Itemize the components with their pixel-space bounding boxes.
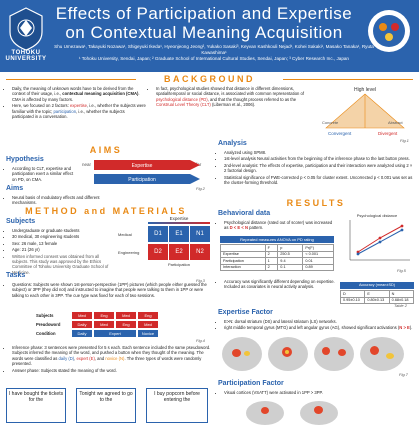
analysis-list: Analyzed using SPM8. 1st-level analysis … xyxy=(218,150,414,186)
aims-heading: Aims xyxy=(6,185,24,192)
diagram-label-convergent: Convergent xyxy=(328,131,352,136)
hypothesis-heading: Hypothesis xyxy=(6,156,44,163)
table2-label: Table 2 xyxy=(394,303,407,308)
participation-factor-text: Visual cortices (VSATT) were activated i… xyxy=(218,390,414,396)
subjects-list: Undergraduate or graduate students 30 me… xyxy=(6,228,111,276)
diagram-label-concrete: Concrete xyxy=(322,120,339,125)
section-background-heading: BACKGROUND xyxy=(164,74,255,84)
brain-image-5 xyxy=(246,401,284,425)
brain-image-2 xyxy=(268,337,308,371)
brain-image-6 xyxy=(300,401,338,425)
analysis-heading: Analysis xyxy=(218,140,247,147)
fig7-label: Fig.7 xyxy=(399,372,408,377)
brain-image-1 xyxy=(222,337,262,371)
participation-arrow-label: Participation xyxy=(128,177,156,183)
stimulus-card-2: Tonight we agreed to go to the xyxy=(76,388,136,423)
fig1-label: Fig.1 xyxy=(400,138,409,143)
design-cell-n2: N2 xyxy=(190,244,210,260)
brain-image-4 xyxy=(360,337,404,371)
background-text-right: In fact, psychological studies showed th… xyxy=(150,86,310,109)
accuracy-text: Accuracy was significantly different dep… xyxy=(218,279,336,291)
design-cell-e1: E1 xyxy=(169,226,189,242)
condition-grid: Subjects Preudoword Condition Med Eng Me… xyxy=(36,312,206,342)
tasks-text: Questions: Subjects were shown 1st-perso… xyxy=(6,282,211,299)
behavioral-heading: Behavioral data xyxy=(218,210,271,217)
accuracy-table-title: Accuracy (mean±SD) xyxy=(340,282,414,289)
design-table: Expertise Medical Engineering D1 E1 N1 D… xyxy=(118,216,210,282)
diagram-label-abstract: Abstract xyxy=(388,120,404,125)
tasks-heading: Tasks xyxy=(6,272,26,279)
fig3-label: Fig.3 xyxy=(196,278,205,283)
divider xyxy=(283,79,413,80)
authors: Shu Umezawa¹, Takayuki Nozawa¹, Shigeyuk… xyxy=(54,44,374,61)
design-cell-n1: N1 xyxy=(190,226,210,242)
section-aims-heading: AIMS xyxy=(89,145,123,155)
behavioral-text: Psychological distance (rated out of sco… xyxy=(218,220,336,232)
diagram-label-divergent: Divergent xyxy=(378,131,398,136)
brain-image-3 xyxy=(314,337,354,371)
university-seal-icon xyxy=(9,7,43,51)
hypothesis-figure: near far Expertise Participation xyxy=(82,160,202,184)
construal-level-diagram: High level Convergent Divergent Concrete… xyxy=(318,84,413,138)
poster-title: Effects of Participation and Expertise o… xyxy=(55,4,353,42)
section-results-heading: RESULTS xyxy=(286,198,346,208)
svg-text:near: near xyxy=(82,162,92,167)
university-name: TOHOKU UNIVERSITY xyxy=(5,50,47,62)
fig4-label: Fig.4 xyxy=(196,338,205,343)
expertise-factor-heading: Expertise Factor xyxy=(218,309,273,316)
divider xyxy=(6,79,136,80)
anova-table-title: Repeated measures ANOVA on PD rating xyxy=(220,236,334,243)
header-banner xyxy=(0,0,419,72)
expertise-arrow-label: Expertise xyxy=(132,163,153,169)
diagram-label-top: High level xyxy=(354,87,376,93)
svg-text:Psychological distance: Psychological distance xyxy=(357,213,398,218)
stimulus-card-3: I buy popcorn before entering the xyxy=(146,388,208,423)
aims-text: Neural basis of modulatory effects and d… xyxy=(6,195,116,207)
fig5-label: Fig.5 xyxy=(397,268,406,273)
stimuli-text: Inference phase: 3 sentences were presen… xyxy=(6,345,211,374)
stimulus-card-1: I have bought the tickets for the xyxy=(6,388,66,423)
participation-factor-heading: Participation Factor xyxy=(218,380,284,387)
hypothesis-text: According to CLT, expertise and particip… xyxy=(6,166,76,183)
design-cell-e2: E2 xyxy=(169,244,189,260)
subjects-heading: Subjects xyxy=(6,218,36,225)
design-cell-d2: D2 xyxy=(148,244,168,260)
section-methods-heading: METHOD and MATERIALS xyxy=(25,206,187,216)
expertise-factor-text: E>N: dorsal striatum (DS) and lateral st… xyxy=(218,319,414,332)
design-cell-d1: D1 xyxy=(148,226,168,242)
fig2-label: Fig.2 xyxy=(196,186,205,191)
institute-logo-icon xyxy=(368,10,410,52)
pd-rating-plot: Psychological distance xyxy=(349,213,410,261)
background-text-left: Daily, the meaning of unknown words have… xyxy=(6,86,146,120)
